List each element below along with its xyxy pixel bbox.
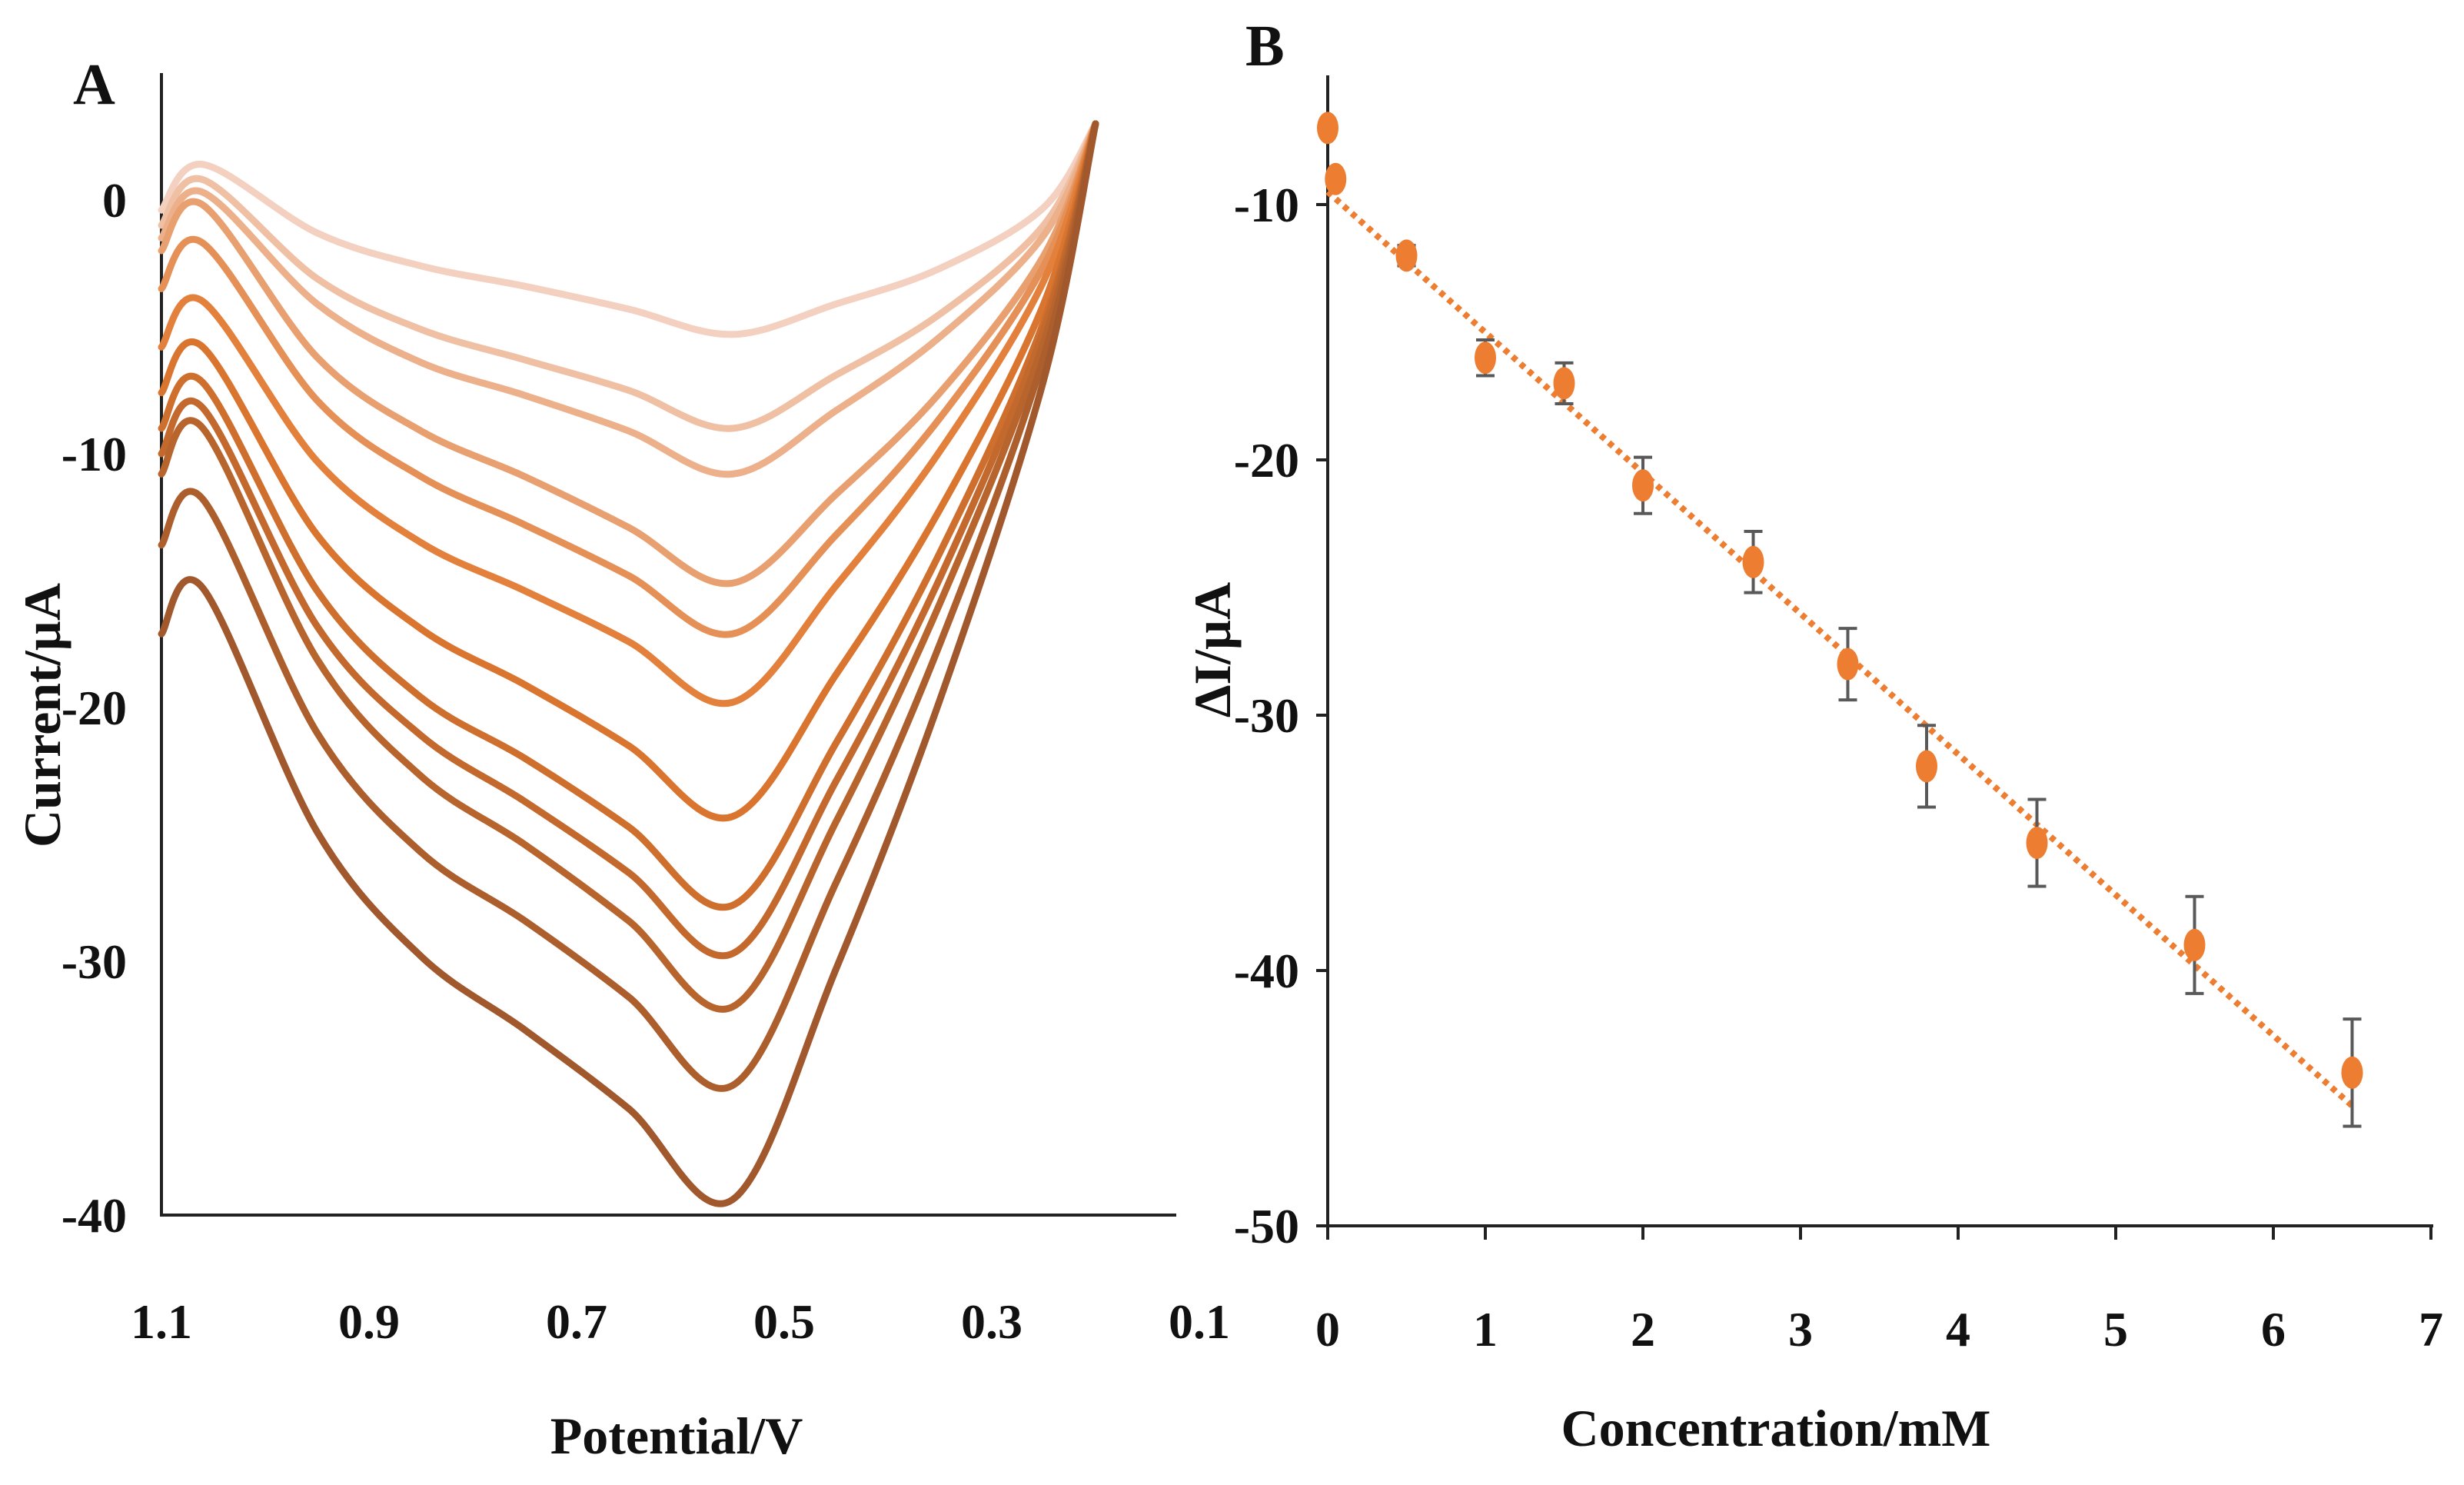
voltammogram-curve-12 — [158, 120, 1099, 1207]
panel-a-y-label: Current/µA — [13, 583, 71, 847]
voltammogram-curve-1 — [158, 120, 1099, 338]
panel-a-x-tick-label: 1.1 — [131, 1294, 192, 1349]
panel-b-y-tick-label: -10 — [1234, 178, 1299, 232]
voltammogram-curve-7 — [158, 120, 1099, 822]
panel-b-y-label: ΔI/µA — [1183, 582, 1242, 718]
data-point — [2341, 1056, 2363, 1089]
data-point — [1916, 750, 1937, 783]
voltammogram-curve-2 — [158, 120, 1099, 432]
voltammogram-curve-10 — [158, 120, 1099, 1013]
data-point — [2026, 827, 2048, 859]
data-point — [1395, 239, 1418, 272]
voltammogram-curve-11 — [158, 120, 1099, 1092]
panel-b-y-tick-label: -20 — [1234, 433, 1299, 488]
voltammogram-curve-9 — [158, 120, 1099, 960]
data-point — [1742, 545, 1764, 578]
panel-a-x-tick-label: 0.1 — [1169, 1294, 1230, 1349]
data-point — [2183, 928, 2206, 961]
panel-a-y-tick-label: -40 — [62, 1188, 127, 1243]
panel-a-y-tick-label: 0 — [102, 173, 127, 228]
panel-a-y-tick-label: -20 — [62, 681, 127, 735]
panel-a-chart: A 1.1 0.9 0.7 0.5 0.3 0.1 0 -10 -20 -30 -40 Potent… — [13, 52, 1230, 1465]
panel-b-ticks: 0 1 2 3 4 5 6 7 -10 -20 -30 -40 -50 — [1234, 178, 2443, 1357]
data-point — [1325, 162, 1347, 195]
panel-a-x-label: Potential/V — [550, 1407, 803, 1465]
panel-a-x-tick-label: 0.9 — [338, 1294, 400, 1349]
voltammogram-curve-8 — [158, 120, 1099, 911]
data-point — [1553, 367, 1575, 400]
panel-b-x-label: Concentration/mM — [1561, 1399, 1990, 1457]
panel-a-y-tick-label: -30 — [62, 934, 127, 989]
panel-a-y-tick-label: -10 — [62, 427, 127, 481]
voltammogram-curve-5 — [158, 120, 1099, 638]
panel-b-chart: B 0 1 2 3 4 5 6 7 -10 -20 -30 -40 -50 Concentration/… — [1183, 14, 2443, 1457]
panel-b-y-tick-label: -40 — [1234, 944, 1299, 998]
panel-b-x-tick-label: 7 — [2419, 1302, 2443, 1357]
panel-b-x-tick-label: 5 — [2103, 1302, 2128, 1357]
panel-b-x-tick-label: 3 — [1788, 1302, 1813, 1357]
panel-b-label: B — [1245, 14, 1285, 78]
voltammogram-curve-6 — [158, 120, 1099, 708]
panel-b-y-tick-label: -30 — [1234, 688, 1299, 743]
voltammogram-curve-3 — [158, 120, 1099, 478]
data-point — [1475, 341, 1496, 375]
data-point — [1632, 469, 1654, 502]
panel-a-curves — [158, 120, 1099, 1207]
panel-a-x-tick-label: 0.7 — [546, 1294, 607, 1349]
linear-trendline — [1325, 189, 2355, 1108]
panel-b-plot — [1316, 112, 2432, 1240]
panel-b-x-tick-label: 4 — [1946, 1302, 1970, 1357]
panel-b-y-tick-label: -50 — [1234, 1199, 1299, 1254]
panel-a-ticks: 1.1 0.9 0.7 0.5 0.3 0.1 0 -10 -20 -30 -40 — [62, 173, 1230, 1349]
voltammogram-curve-4 — [158, 120, 1099, 588]
data-point — [1317, 112, 1338, 145]
panel-b-x-tick-label: 6 — [2261, 1302, 2286, 1357]
panel-a-label: A — [73, 52, 115, 117]
data-point — [1837, 648, 1859, 681]
panel-b-x-tick-label: 1 — [1473, 1302, 1498, 1357]
panel-a-x-tick-label: 0.3 — [961, 1294, 1023, 1349]
panel-b-x-tick-label: 2 — [1631, 1302, 1655, 1357]
panel-b-x-tick-label: 0 — [1315, 1302, 1340, 1357]
panel-a-x-tick-label: 0.5 — [753, 1294, 815, 1349]
